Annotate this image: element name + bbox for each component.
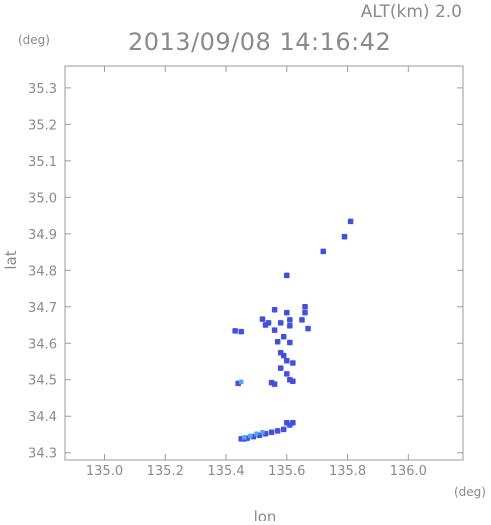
radar-echo-point (280, 333, 287, 340)
radar-echo-point (284, 371, 290, 377)
x-axis-ticks: 135.0 135.2 135.4 135.6 135.8 136.0 (86, 66, 427, 479)
y-tick-label: 34.5 (28, 374, 57, 389)
y-tick-label: 35.1 (28, 155, 57, 170)
radar-echo-point (262, 322, 269, 328)
radar-echo-point (254, 431, 259, 436)
radar-echo-point (277, 365, 284, 371)
x-axis-label: lon (254, 508, 277, 521)
radar-echo-point (232, 328, 238, 334)
x-tick-label: 135.2 (147, 464, 184, 479)
radar-echo-point (284, 358, 290, 364)
radar-echo-point (271, 381, 278, 387)
x-tick-label: 136.0 (390, 464, 427, 479)
radar-echo-point (302, 309, 308, 316)
x-tick-label: 135.4 (207, 464, 244, 479)
radar-echo-point (284, 309, 290, 316)
timestamp-title: 2013/09/08 14:16:42 (128, 28, 391, 56)
y-axis-label: lat (2, 250, 20, 269)
radar-echo-point (274, 339, 281, 345)
y-tick-label: 34.3 (28, 447, 57, 462)
radar-echo-point (260, 430, 265, 435)
radar-echo-point (277, 320, 284, 326)
altitude-label: ALT(km) 2.0 (361, 2, 462, 22)
radar-echo-point (259, 316, 266, 322)
x-unit-label: (deg) (454, 485, 486, 499)
y-tick-label: 34.8 (28, 264, 57, 279)
radar-echo-point (268, 429, 275, 436)
radar-echo-point (238, 328, 244, 335)
x-tick-label: 135.8 (329, 464, 366, 479)
y-tick-label: 35.2 (28, 118, 57, 133)
echo-points-layer (232, 218, 354, 442)
y-tick-label: 34.7 (28, 301, 57, 316)
radar-echo-point (284, 272, 290, 279)
radar-echo-point (341, 233, 348, 240)
radar-echo-point (299, 317, 305, 323)
x-tick-label: 135.6 (268, 464, 305, 479)
y-tick-label: 34.4 (28, 410, 57, 425)
radar-echo-point (320, 248, 326, 255)
radar-echo-point (287, 339, 293, 346)
radar-echo-point (274, 428, 281, 434)
y-tick-label: 35.0 (28, 191, 57, 206)
radar-echo-point (238, 379, 244, 385)
radar-echo-point (302, 304, 308, 310)
radar-echo-point (287, 322, 293, 329)
y-tick-label: 34.9 (28, 228, 57, 243)
radar-echo-point (242, 435, 247, 440)
plot-frame (64, 65, 464, 461)
radar-echo-point (248, 433, 253, 439)
radar-echo-point (271, 306, 278, 313)
y-unit-label: (deg) (18, 33, 50, 47)
radar-echo-point (290, 378, 296, 384)
radar-echo-point (287, 422, 293, 428)
radar-echo-point (271, 327, 278, 333)
radar-echo-point (280, 426, 287, 433)
y-tick-label: 34.6 (28, 337, 57, 352)
radar-echo-point (287, 317, 293, 323)
radar-echo-point (290, 360, 296, 366)
x-tick-label: 135.0 (86, 464, 123, 479)
radar-echo-point (305, 325, 311, 332)
radar-echo-point (347, 218, 354, 225)
radar-echo-point (280, 352, 287, 359)
y-axis-ticks: 34.3 34.4 34.5 34.6 34.7 34.8 34.9 35.0 35.1 35.2… (28, 82, 463, 462)
y-tick-label: 35.3 (28, 82, 57, 97)
